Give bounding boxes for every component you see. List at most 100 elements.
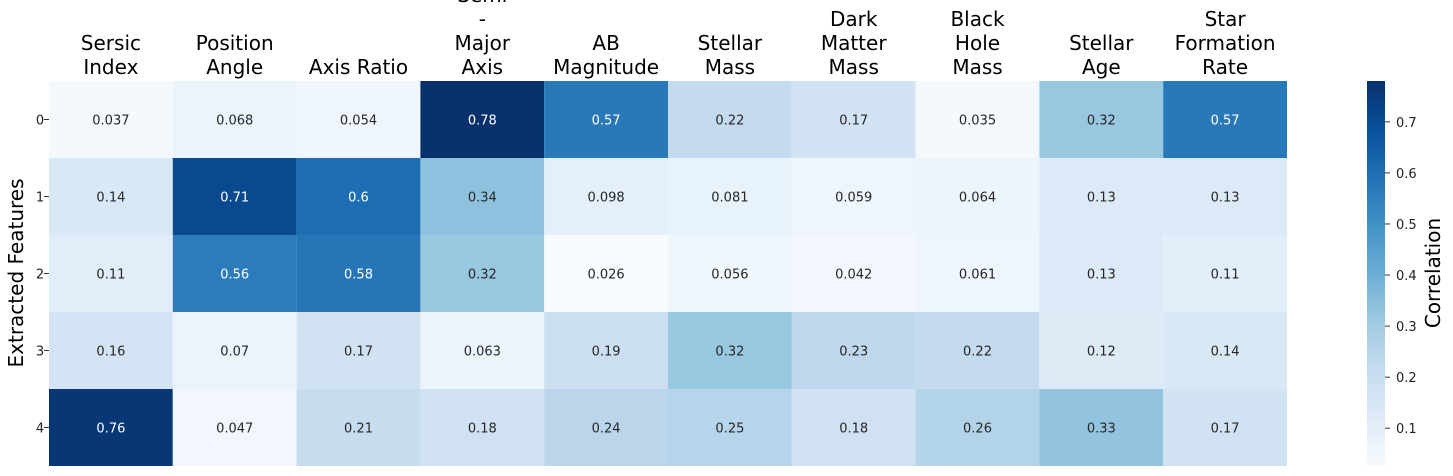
colorbar	[1367, 81, 1385, 466]
heatmap-cell	[1039, 81, 1164, 158]
heatmap-cells: 0.037 0.068 0.054 0.78 0.57 0.22 0.17 0.035 0.32…	[49, 81, 1287, 466]
colorbar-tick-label: 0.3	[1396, 320, 1417, 335]
heatmap-cell	[791, 158, 916, 235]
heatmap-cell	[915, 81, 1040, 158]
cell-value-label: 0.17	[839, 114, 868, 129]
cell-value-label: 0.78	[468, 114, 497, 129]
cell-value-label: 0.6	[348, 191, 369, 206]
cell-value-label: 0.57	[1211, 114, 1240, 129]
heatmap-cell	[296, 312, 421, 389]
heatmap-cell	[49, 235, 173, 312]
cell-value-label: 0.054	[340, 114, 377, 129]
cell-value-label: 0.064	[959, 191, 996, 206]
cell-value-label: 0.22	[715, 114, 744, 129]
heatmap-cell	[420, 389, 545, 466]
cell-value-label: 0.56	[220, 268, 249, 283]
cell-value-label: 0.081	[711, 191, 748, 206]
cell-value-label: 0.23	[839, 345, 868, 360]
cell-value-label: 0.58	[344, 268, 373, 283]
heatmap-cell	[1163, 81, 1287, 158]
column-label: Dark Matter Mass	[821, 7, 888, 79]
cell-value-label: 0.037	[92, 114, 129, 129]
cell-value-label: 0.16	[96, 345, 125, 360]
heatmap-cell	[420, 312, 545, 389]
column-label: AB Magnitude	[553, 31, 659, 79]
cell-value-label: 0.056	[711, 268, 748, 283]
column-label: Position Angle	[196, 31, 274, 79]
colorbar-tick-label: 0.7	[1396, 116, 1417, 131]
heatmap-cell	[791, 389, 916, 466]
heatmap-cell	[1039, 235, 1164, 312]
heatmap-cell	[1163, 158, 1287, 235]
cell-value-label: 0.13	[1087, 191, 1116, 206]
column-label: Star Formation Rate	[1175, 7, 1276, 79]
heatmap-cell	[668, 389, 792, 466]
y-axis-label: Extracted Features	[4, 179, 28, 368]
heatmap-cell	[915, 158, 1040, 235]
row-tick-label: 2	[36, 268, 44, 283]
heatmap-cell	[1163, 312, 1287, 389]
cell-value-label: 0.32	[1087, 114, 1116, 129]
cell-value-label: 0.71	[220, 191, 249, 206]
colorbar-tick-label: 0.1	[1396, 422, 1417, 437]
row-tick-label: 1	[36, 191, 44, 206]
heatmap-cell	[791, 312, 916, 389]
heatmap-cell	[668, 235, 792, 312]
heatmap-cell	[172, 389, 297, 466]
heatmap-cell	[172, 235, 297, 312]
heatmap-cell	[1163, 389, 1287, 466]
heatmap-cell	[172, 81, 297, 158]
cell-value-label: 0.11	[1211, 268, 1240, 283]
heatmap-cell	[296, 81, 421, 158]
cell-value-label: 0.21	[344, 422, 373, 437]
cell-value-label: 0.035	[959, 114, 996, 129]
cell-value-label: 0.13	[1211, 191, 1240, 206]
cell-value-label: 0.068	[216, 114, 253, 129]
heatmap-cell	[49, 158, 173, 235]
cell-value-label: 0.059	[835, 191, 872, 206]
column-label: Stellar Age	[1069, 31, 1134, 79]
column-label: Black Hole Mass	[950, 7, 1005, 79]
cell-value-label: 0.07	[220, 345, 249, 360]
heatmap-cell	[420, 235, 545, 312]
cell-value-label: 0.047	[216, 422, 253, 437]
column-label: Stellar Mass	[698, 31, 763, 79]
heatmap-cell	[420, 81, 545, 158]
colorbar-tick-label: 0.6	[1396, 167, 1417, 182]
heatmap-cell	[1163, 235, 1287, 312]
cell-value-label: 0.57	[592, 114, 621, 129]
cell-value-label: 0.34	[468, 191, 497, 206]
row-tick-label: 4	[36, 422, 44, 437]
cell-value-label: 0.12	[1087, 345, 1116, 360]
cell-value-label: 0.14	[96, 191, 125, 206]
cell-value-label: 0.061	[959, 268, 996, 283]
cell-value-label: 0.026	[587, 268, 624, 283]
cell-value-label: 0.098	[587, 191, 624, 206]
cell-value-label: 0.33	[1087, 422, 1116, 437]
heatmap-cell	[49, 81, 173, 158]
cell-value-label: 0.22	[963, 345, 992, 360]
cell-value-label: 0.14	[1211, 345, 1240, 360]
cell-value-label: 0.26	[963, 422, 992, 437]
heatmap-cell	[544, 389, 668, 466]
heatmap-cell	[172, 158, 297, 235]
heatmap-cell	[49, 312, 173, 389]
heatmap-cell	[544, 81, 668, 158]
cell-value-label: 0.17	[1211, 422, 1240, 437]
heatmap-cell	[915, 389, 1040, 466]
cell-value-label: 0.32	[468, 268, 497, 283]
heatmap-cell	[915, 235, 1040, 312]
colorbar-ticks: 0.1 0.2 0.3 0.4 0.5 0.6 0.7	[1385, 116, 1417, 437]
heatmap-cell	[1039, 158, 1164, 235]
heatmap-cell	[544, 158, 668, 235]
heatmap-cell	[668, 312, 792, 389]
cell-value-label: 0.042	[835, 268, 872, 283]
column-label: Axis Ratio	[309, 55, 408, 79]
heatmap-cell	[668, 158, 792, 235]
heatmap-cell	[544, 312, 668, 389]
cell-value-label: 0.76	[96, 422, 125, 437]
heatmap-cell	[420, 158, 545, 235]
cell-value-label: 0.18	[468, 422, 497, 437]
